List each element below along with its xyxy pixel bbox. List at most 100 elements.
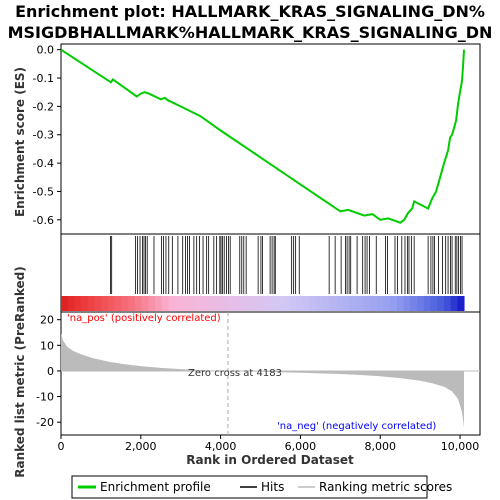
heat-bar-segment xyxy=(322,296,331,311)
heat-bar-segment xyxy=(423,296,431,311)
metric-area-layer xyxy=(61,333,480,428)
heat-bar-segment xyxy=(134,296,143,311)
es-y-tick-label: 0.0 xyxy=(37,44,55,57)
metric-y-tick-label: 20 xyxy=(40,314,54,327)
es-y-tick-label: -0.4 xyxy=(33,157,54,170)
pos-correlated-label: 'na_pos' (positively correlated) xyxy=(67,313,221,324)
rank-heat-bar xyxy=(61,296,465,311)
es-y-axis: 0.0 -0.1 -0.2 -0.3 -0.4 -0.5 -0.6 xyxy=(33,44,61,227)
heat-bar-segment xyxy=(275,296,284,311)
heat-bar-segment xyxy=(430,296,438,311)
heat-bar-segment xyxy=(148,296,156,311)
heat-bar-segment xyxy=(437,296,445,311)
metric-y-axis: 20 10 0 -10 -20 xyxy=(36,314,61,429)
legend-hits-label: Hits xyxy=(261,480,284,494)
heat-bar-segment xyxy=(383,296,391,311)
heat-bar-segment xyxy=(155,296,163,311)
neg-correlated-label: 'na_neg' (negatively correlated) xyxy=(277,421,436,432)
heat-bar-segment xyxy=(108,296,116,311)
heat-bar-segment xyxy=(296,296,304,311)
enrichment-profile-line xyxy=(60,48,465,224)
heat-bar-segment xyxy=(329,296,337,311)
enrichment-profile-layer xyxy=(60,48,465,224)
heat-bar-segment xyxy=(450,296,458,311)
es-y-tick-label: -0.1 xyxy=(33,72,54,85)
heat-bar-segment xyxy=(114,296,122,311)
title-line-2: MSIGDBHALLMARK%HALLMARK_KRAS_SIGNALING_D… xyxy=(8,23,493,42)
heat-bar-segment xyxy=(74,296,82,311)
heat-bar-segment xyxy=(195,296,203,311)
heat-bar-segment xyxy=(128,296,136,311)
heat-bar-segment xyxy=(168,296,176,311)
heat-bar-segment xyxy=(215,296,223,311)
es-y-tick-label: -0.5 xyxy=(33,185,54,198)
es-y-tick-label: -0.3 xyxy=(33,129,54,142)
metric-x-tick-label: 8,000 xyxy=(364,440,396,453)
es-panel: 0.0 -0.1 -0.2 -0.3 -0.4 -0.5 -0.6 Enrichment s… xyxy=(13,43,481,235)
heat-bar-segment xyxy=(121,296,129,311)
heat-bar-segment xyxy=(390,296,398,311)
legend-profile-label: Enrichment profile xyxy=(100,480,211,494)
heat-bar-segment xyxy=(262,296,270,311)
heat-bar-segment xyxy=(302,296,311,311)
heat-bar-segment xyxy=(363,296,371,311)
heat-bar-segment xyxy=(282,296,290,311)
metric-x-tick-label: 4,000 xyxy=(205,440,237,453)
heat-bar-segment xyxy=(87,296,96,311)
es-y-tick-label: -0.6 xyxy=(33,214,54,227)
es-y-axis-label: Enrichment score (ES) xyxy=(13,67,27,217)
metric-x-tick-label: 10,000 xyxy=(441,440,480,453)
heat-bar-segment xyxy=(343,296,351,311)
hits-panel xyxy=(60,233,481,313)
metric-y-tick-label: 0 xyxy=(47,365,54,378)
metric-y-tick-label: -20 xyxy=(36,416,54,429)
heat-bar-segment xyxy=(369,296,378,311)
metric-y-tick-label: 10 xyxy=(40,339,54,352)
heat-bar-segment xyxy=(396,296,405,311)
heat-bar-segment xyxy=(175,296,183,311)
metric-x-tick-label: 6,000 xyxy=(285,440,317,453)
heat-bar-segment xyxy=(188,296,196,311)
heat-bar-segment xyxy=(249,296,257,311)
heat-bar-segment xyxy=(417,296,425,311)
heat-bar-segment xyxy=(309,296,317,311)
heat-bar-segment xyxy=(376,296,384,311)
heat-bar-segment xyxy=(410,296,418,311)
metric-x-tick-label: 0 xyxy=(58,440,65,453)
heat-bar-segment xyxy=(235,296,243,311)
title-line-1: Enrichment plot: HALLMARK_KRAS_SIGNALING… xyxy=(15,2,485,21)
metric-panel-frame xyxy=(60,311,481,436)
metric-y-tick-label: -10 xyxy=(36,391,54,404)
metric-x-axis-label: Rank in Ordered Dataset xyxy=(186,453,354,467)
heat-bar-segment xyxy=(403,296,411,311)
metric-x-axis: 0 2,000 4,000 6,000 8,000 10,000 xyxy=(58,435,480,453)
heat-bar-segment xyxy=(255,296,264,311)
heat-bar-segment xyxy=(316,296,324,311)
heat-bar-segment xyxy=(443,296,452,311)
heat-bar-segment xyxy=(208,296,216,311)
heat-bar-segment xyxy=(161,296,169,311)
heat-bar-segment xyxy=(202,296,210,311)
heat-bar-segment xyxy=(81,296,89,311)
hit-lines-layer xyxy=(110,236,463,294)
heat-bar-segment xyxy=(349,296,358,311)
heat-bar-segment xyxy=(101,296,109,311)
heat-bar-segment xyxy=(228,296,237,311)
heat-bar-segment xyxy=(269,296,277,311)
legend-metric-label: Ranking metric scores xyxy=(319,480,452,494)
heat-bar-segment xyxy=(356,296,364,311)
heat-bar-segment xyxy=(94,296,102,311)
heat-bar-segment xyxy=(141,296,149,311)
es-panel-frame xyxy=(60,43,481,235)
ranking-metric-area xyxy=(61,333,464,428)
heat-bar-segment xyxy=(336,296,344,311)
heat-bar-segment xyxy=(289,296,297,311)
heat-bar-segment xyxy=(61,296,69,311)
heat-bar-segment xyxy=(457,296,465,311)
heat-bar-segment xyxy=(222,296,230,311)
heat-bar-segment xyxy=(67,296,75,311)
es-y-tick-label: -0.2 xyxy=(33,100,54,113)
heat-bar-segment xyxy=(242,296,250,311)
